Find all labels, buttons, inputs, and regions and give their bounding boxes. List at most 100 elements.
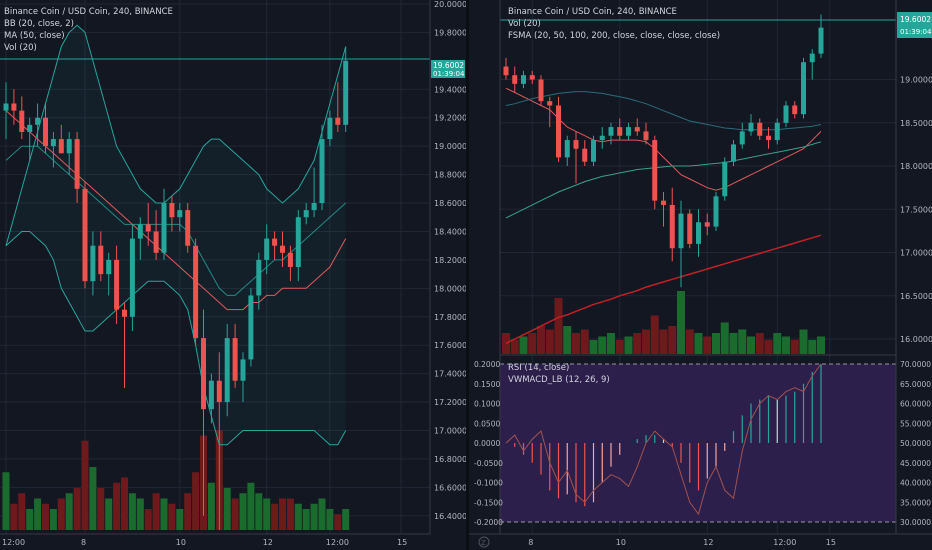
left-candle-22 <box>177 210 183 218</box>
left-volume-bar-6 <box>49 509 57 530</box>
pane-divider[interactable] <box>466 0 469 550</box>
right-volume-bar-22 <box>694 333 703 354</box>
left-time-axis[interactable]: 12:00 8 10 12 12:00 15 <box>2 538 407 547</box>
left-candle-24 <box>193 245 199 339</box>
right-candle-28 <box>748 122 754 132</box>
right-volume-bar-30 <box>764 340 773 354</box>
left-volume-bar-38 <box>302 509 310 530</box>
right-volume-bar-24 <box>712 333 720 354</box>
left-candle-7 <box>58 139 64 154</box>
indicator-left-tick-8: -0.2000 <box>474 518 503 527</box>
right-candle-2 <box>521 75 526 84</box>
left-volume-bar-3 <box>26 509 34 530</box>
indicator-right-tick-5: 45.0000 <box>900 459 931 468</box>
right-last-price-value: 19.6002 <box>900 15 931 24</box>
bb-lower-line <box>5 231 347 446</box>
right-volume-bar-6 <box>554 298 563 354</box>
right-volume-bar-35 <box>808 340 817 354</box>
left-price-axis[interactable]: 20.0000 19.8000 19.4000 19.2000 19.0000 18.80… <box>434 0 467 521</box>
right-volume-bar-1 <box>510 340 519 354</box>
left-volume-bar-24 <box>192 472 200 530</box>
right-candle-7 <box>564 140 570 158</box>
right-indicator-pane[interactable]: RSI (14, close) VWMACD_LB (12, 26, 9) <box>500 363 896 523</box>
indicator-right-tick-0: 70.0000 <box>900 360 931 369</box>
left-countdown: 01:39:04 <box>433 70 465 78</box>
right-time-tick-4: 15 <box>826 538 836 547</box>
right-price-axis[interactable]: 19.0000 18.5000 18.0000 17.5000 17.0000 16.50… <box>900 76 932 345</box>
left-price-tick-7: 18.4000 <box>434 227 467 236</box>
right-volume-bar-25 <box>720 322 729 354</box>
right-countdown: 01:39:04 <box>900 28 932 36</box>
left-candle-3 <box>27 124 33 132</box>
right-candle-29 <box>757 122 763 136</box>
right-time-axis[interactable]: 8 10 12 12:00 15 <box>528 538 836 547</box>
left-volume-bar-1 <box>10 503 18 530</box>
right-candle-3 <box>529 75 535 80</box>
right-candle-16 <box>643 131 649 141</box>
right-candle-17 <box>652 140 658 201</box>
indicator-left-tick-1: 0.1500 <box>474 380 500 389</box>
right-volume-bar-20 <box>677 291 685 354</box>
left-candle-27 <box>216 380 222 403</box>
right-volume-bar-17 <box>650 315 659 354</box>
left-candle-28 <box>224 338 230 403</box>
left-legend: Binance Coin / USD Coin, 240, BINANCE BB… <box>4 7 173 53</box>
tradingview-logo-icon[interactable]: Z <box>478 536 490 548</box>
bb-fill <box>6 25 346 445</box>
left-price-tick-1: 19.8000 <box>434 28 467 37</box>
left-candlesticks <box>3 46 349 530</box>
left-volume-bar-26 <box>207 482 215 530</box>
left-volume-bar-32 <box>255 493 263 530</box>
left-candle-8 <box>66 139 72 154</box>
left-chart-pane[interactable]: Binance Coin / USD Coin, 240, BINANCE BB… <box>0 0 467 547</box>
right-candle-8 <box>573 140 579 149</box>
right-volume-bar-27 <box>738 329 747 354</box>
right-candle-15 <box>634 127 640 132</box>
left-price-tick-8: 18.2000 <box>434 256 467 265</box>
right-legend-title: Binance Coin / USD Coin, 240, BINANCE <box>508 7 677 17</box>
left-price-tick-14: 17.0000 <box>434 426 467 435</box>
left-candle-42 <box>335 117 341 125</box>
left-volume-bar-42 <box>334 514 342 530</box>
left-candle-23 <box>185 210 191 246</box>
indicator-right-tick-2: 60.0000 <box>900 400 931 409</box>
left-candle-41 <box>327 117 333 140</box>
left-volume-bar-33 <box>263 498 271 530</box>
right-chart-pane[interactable]: Binance Coin / USD Coin, 240, BINANCE Vo… <box>469 0 932 548</box>
left-price-tick-0: 20.0000 <box>434 0 467 9</box>
left-volume-bar-37 <box>294 503 302 530</box>
indicator-left-tick-7: -0.1500 <box>474 498 503 507</box>
left-volume-bar-40 <box>318 498 326 530</box>
right-candle-23 <box>704 222 710 227</box>
left-volume-bar-35 <box>279 498 286 530</box>
right-candle-12 <box>608 127 614 136</box>
left-time-tick-1: 8 <box>81 538 86 547</box>
left-price-tick-11: 17.6000 <box>434 341 467 350</box>
left-volume-bar-28 <box>223 488 231 530</box>
right-time-tick-0: 8 <box>528 538 533 547</box>
right-price-tick-5: 16.5000 <box>900 292 932 301</box>
left-price-tick-5: 18.8000 <box>434 171 467 180</box>
indicator-left-axis[interactable]: 0.2000 0.1500 0.1000 0.0500 0.0000 -0.0500 -0.… <box>474 360 503 527</box>
left-candle-31 <box>248 295 254 360</box>
indicator-right-axis[interactable]: 70.0000 65.0000 60.0000 55.0000 50.0000 45.00… <box>900 360 931 527</box>
right-volume-bar-9 <box>580 329 589 354</box>
right-volume-bar-13 <box>615 340 624 354</box>
right-volume-bar-19 <box>668 326 677 354</box>
left-candle-34 <box>272 238 278 246</box>
left-moving-average <box>5 110 347 311</box>
right-candle-19 <box>669 204 675 249</box>
right-price-tick-0: 19.0000 <box>900 76 932 85</box>
right-candle-4 <box>538 79 544 102</box>
left-volume-bar-2 <box>18 493 26 530</box>
left-price-tick-9: 18.0000 <box>434 284 467 293</box>
right-volume-bar-12 <box>607 333 615 354</box>
indicator-left-tick-2: 0.1000 <box>474 400 500 409</box>
right-candle-1 <box>512 75 518 84</box>
right-price-tick-6: 16.0000 <box>900 335 932 344</box>
right-candle-5 <box>547 101 553 106</box>
left-candle-38 <box>303 210 309 218</box>
right-candle-9 <box>582 148 588 162</box>
left-volume-bar-8 <box>65 493 73 530</box>
left-last-price-value: 19.6002 <box>433 61 464 70</box>
